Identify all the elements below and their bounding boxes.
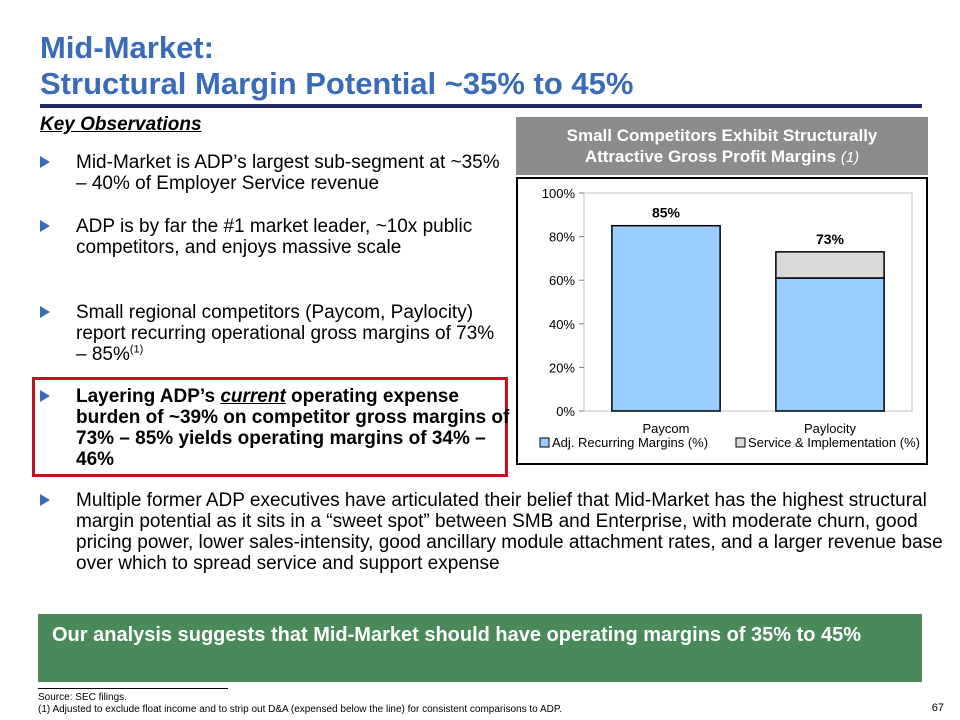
source-notes: Source: SEC filings. (1) Adjusted to exc… — [38, 692, 562, 716]
bullet-arrow-icon — [40, 156, 50, 168]
legend-label: Adj. Recurring Margins (%) — [552, 435, 708, 450]
chart-header-text: Attractive Gross Profit Margins — [584, 147, 837, 166]
chart-header-note: (1) — [840, 149, 860, 166]
y-tick-label: 20% — [549, 360, 575, 375]
y-tick-label: 0% — [556, 404, 575, 419]
footnote-line: (1) Adjusted to exclude float income and… — [38, 704, 562, 715]
bullet-arrow-icon — [40, 306, 50, 318]
bar-paycom-series-1 — [611, 224, 721, 412]
margin-chart: 0% 20% 40% 60% 80% 100% 85% Paycom 73% Paylocity A… — [516, 177, 928, 465]
bullet-2-text: ADP is by far the #1 market leader, ~10x… — [76, 216, 473, 258]
chart-header-line-1: Small Competitors Exhibit Structurally — [566, 126, 878, 145]
bullet-4-pre: Layering ADP’s — [76, 386, 221, 407]
x-category-label: Paycom — [643, 421, 690, 436]
bullet-arrow-icon — [40, 494, 50, 506]
plot-area — [583, 192, 913, 412]
chart-header: Small Competitors Exhibit Structurally A… — [516, 117, 928, 175]
source-divider — [38, 688, 228, 689]
title-line-2: Structural Margin Potential ~35% to 45% — [40, 66, 634, 101]
bullet-4-emphasis: current — [220, 386, 286, 407]
y-tick-label: 40% — [549, 317, 575, 332]
bullet-1-text: Mid-Market is ADP’s largest sub-segment … — [76, 152, 500, 194]
title-underline — [40, 104, 922, 108]
y-tick-label: 80% — [549, 230, 575, 245]
bar-paylocity-series-1 — [775, 277, 885, 412]
key-observations-heading: Key Observations — [40, 114, 202, 135]
page-title: Mid-Market: Structural Margin Potential … — [40, 30, 920, 102]
highlight-box — [32, 377, 508, 477]
bar-paylocity-series-2 — [775, 251, 885, 279]
bullet-arrow-icon — [40, 390, 50, 402]
data-label: 73% — [816, 231, 845, 247]
chart-svg: 0% 20% 40% 60% 80% 100% 85% Paycom 73% Paylocity A… — [539, 186, 920, 450]
chart-header-line-2: Attractive Gross Profit Margins (1) — [516, 146, 928, 168]
title-line-1: Mid-Market: — [40, 30, 214, 65]
page-number: 67 — [931, 702, 944, 714]
bullet-4-text: Layering ADP’s current operating expense… — [76, 386, 516, 470]
legend-swatch — [735, 437, 746, 448]
legend-label: Service & Implementation (%) — [748, 435, 920, 450]
bullet-5-text: Multiple former ADP executives have arti… — [76, 490, 943, 574]
conclusion-banner: Our analysis suggests that Mid-Market sh… — [38, 614, 922, 682]
bullet-arrow-icon — [40, 220, 50, 232]
y-tick-label: 100% — [542, 186, 576, 201]
source-line: Source: SEC filings. — [38, 692, 127, 703]
bullet-4-post: operating expense burden of ~39% on comp… — [76, 386, 510, 470]
footnote-ref: (1) — [129, 343, 144, 356]
data-label: 85% — [652, 205, 681, 221]
y-tick-label: 60% — [549, 273, 575, 288]
legend-swatch — [539, 437, 550, 448]
bullet-3-body: Small regional competitors (Paycom, Payl… — [76, 302, 495, 365]
x-category-label: Paylocity — [804, 421, 857, 436]
bullet-3-text: Small regional competitors (Paycom, Payl… — [76, 302, 510, 365]
